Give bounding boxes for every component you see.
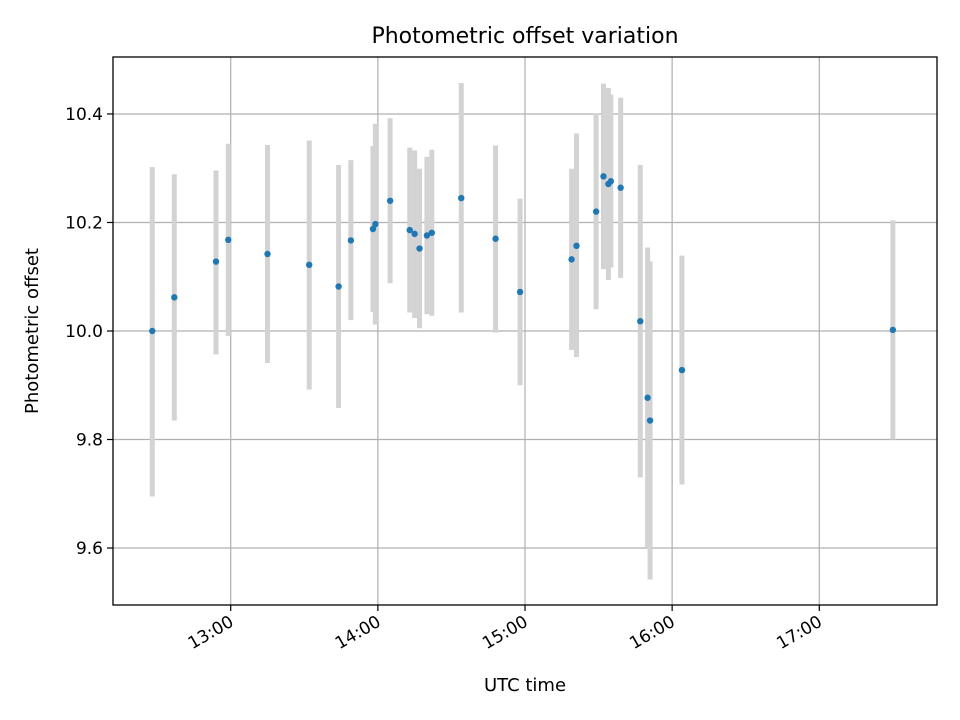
data-point <box>347 237 355 244</box>
data-point <box>428 229 436 236</box>
y-tick-label: 10.0 <box>65 322 103 342</box>
tick-labels: 13:00 14:00 15:00 16:00 17:00 9.6 9.8 10.0 10.2 1… <box>65 105 826 654</box>
data-point <box>592 208 600 215</box>
data-point <box>644 394 651 401</box>
x-tick-label: 14:00 <box>332 612 384 654</box>
y-axis-label: Photometric offset <box>22 248 43 414</box>
data-point <box>305 261 313 269</box>
data-point <box>600 173 607 180</box>
data-point <box>411 230 418 238</box>
grid-lines <box>113 57 937 605</box>
data-point <box>607 178 615 185</box>
data-point <box>171 294 178 301</box>
data-point <box>335 283 342 290</box>
y-tick-label: 10.4 <box>65 105 103 125</box>
x-tick-label: 13:00 <box>185 612 237 654</box>
data-point <box>386 197 394 204</box>
data-point <box>678 366 686 374</box>
x-tick-label: 17:00 <box>773 612 825 654</box>
data-point <box>212 258 220 265</box>
data-point <box>264 250 271 258</box>
data-point <box>458 194 465 202</box>
data-point <box>406 226 413 234</box>
data-point <box>372 220 379 228</box>
data-point <box>149 327 156 335</box>
data-point <box>225 236 232 244</box>
x-tick-label: 16:00 <box>626 612 678 654</box>
data-point <box>369 225 377 233</box>
y-tick-label: 10.2 <box>65 213 103 233</box>
data-point <box>516 288 524 296</box>
data-point <box>568 256 575 263</box>
data-point <box>423 232 431 239</box>
data-point <box>617 184 624 191</box>
data-point <box>646 417 654 424</box>
data-point <box>492 235 499 242</box>
x-tick-label: 15:00 <box>479 612 531 654</box>
chart-title: Photometric offset variation <box>371 24 678 49</box>
data-points <box>149 173 897 424</box>
y-tick-label: 9.8 <box>76 431 103 451</box>
data-point <box>573 242 580 250</box>
x-axis-label: UTC time <box>484 675 566 696</box>
data-point <box>637 318 644 325</box>
data-point <box>416 245 423 252</box>
data-point <box>889 326 897 334</box>
y-tick-label: 9.6 <box>76 539 103 559</box>
